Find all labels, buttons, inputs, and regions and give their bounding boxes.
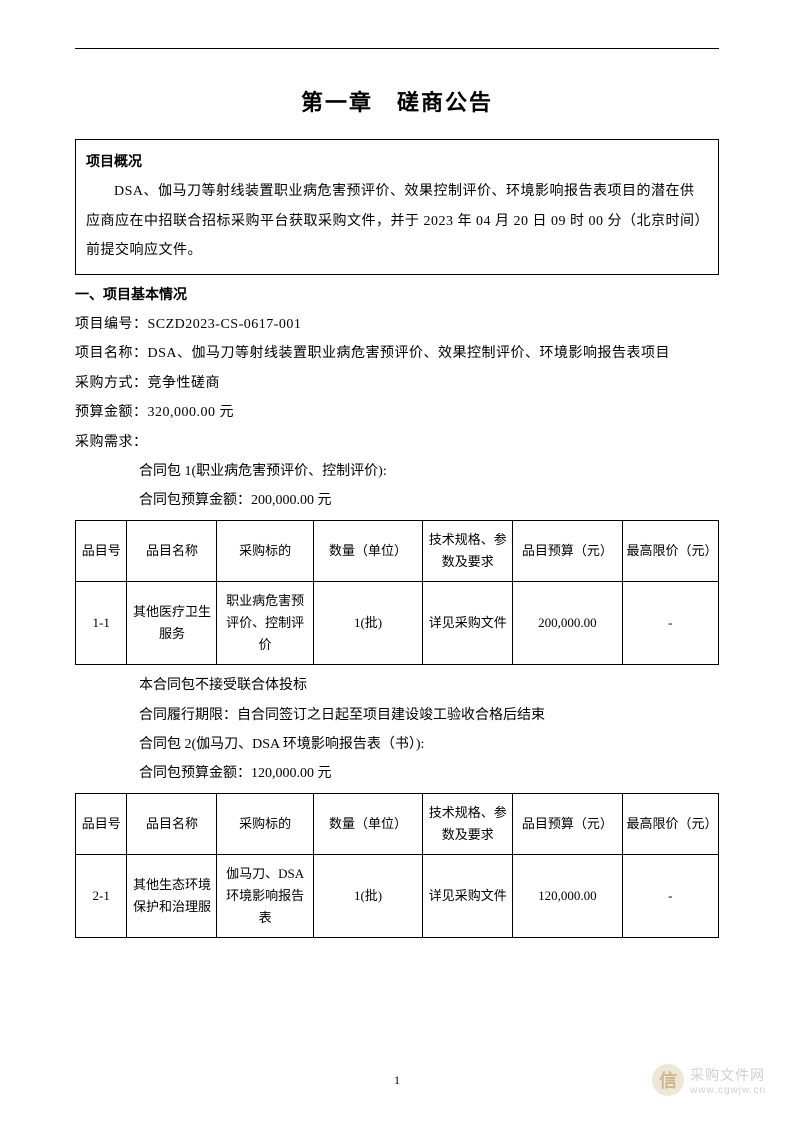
th-item-name: 品目名称 [127, 520, 217, 581]
method-label: 采购方式： [75, 376, 148, 391]
th-item-no: 品目号 [76, 520, 127, 581]
th-subject: 采购标的 [217, 520, 313, 581]
cell-spec: 详见采购文件 [423, 854, 513, 937]
th-limit: 最高限价（元） [622, 520, 719, 581]
demand-label: 采购需求： [75, 428, 719, 457]
project-name-value: DSA、伽马刀等射线装置职业病危害预评价、效果控制评价、环境影响报告表项目 [148, 346, 671, 361]
cell-limit: - [622, 854, 719, 937]
cell-item-name: 其他生态环境保护和治理服 [127, 854, 217, 937]
cell-subject: 职业病危害预评价、控制评价 [217, 581, 313, 664]
th-budget: 品目预算（元） [513, 520, 622, 581]
th-spec: 技术规格、参数及要求 [423, 793, 513, 854]
watermark-text-block: 采购文件网 www.cgwjw.cn [690, 1065, 766, 1096]
th-spec: 技术规格、参数及要求 [423, 520, 513, 581]
watermark-sub: www.cgwjw.cn [690, 1085, 766, 1096]
package2-budget: 合同包预算金额：120,000.00 元 [75, 759, 719, 788]
table-header-row: 品目号 品目名称 采购标的 数量（单位） 技术规格、参数及要求 品目预算（元） … [76, 793, 719, 854]
method-line: 采购方式：竞争性磋商 [75, 369, 719, 398]
cell-item-name: 其他医疗卫生服务 [127, 581, 217, 664]
project-name-label: 项目名称： [75, 346, 148, 361]
th-item-no: 品目号 [76, 793, 127, 854]
th-limit: 最高限价（元） [622, 793, 719, 854]
budget-label: 预算金额： [75, 405, 148, 420]
cell-limit: - [622, 581, 719, 664]
top-rule [75, 48, 719, 49]
project-number-line: 项目编号：SCZD2023-CS-0617-001 [75, 310, 719, 339]
table-row: 1-1 其他医疗卫生服务 职业病危害预评价、控制评价 1(批) 详见采购文件 2… [76, 581, 719, 664]
package1-note2: 合同履行期限：自合同签订之日起至项目建设竣工验收合格后结束 [75, 701, 719, 730]
project-overview-box: 项目概况 DSA、伽马刀等射线装置职业病危害预评价、效果控制评价、环境影响报告表… [75, 139, 719, 275]
table-header-row: 品目号 品目名称 采购标的 数量（单位） 技术规格、参数及要求 品目预算（元） … [76, 520, 719, 581]
watermark: 信 采购文件网 www.cgwjw.cn [652, 1064, 766, 1096]
cell-quantity: 1(批) [313, 581, 422, 664]
cell-item-no: 2-1 [76, 854, 127, 937]
package1-title: 合同包 1(职业病危害预评价、控制评价): [75, 457, 719, 486]
cell-budget: 200,000.00 [513, 581, 622, 664]
th-quantity: 数量（单位） [313, 793, 422, 854]
cell-item-no: 1-1 [76, 581, 127, 664]
table-row: 2-1 其他生态环境保护和治理服 伽马刀、DSA 环境影响报告表 1(批) 详见… [76, 854, 719, 937]
th-subject: 采购标的 [217, 793, 313, 854]
budget-value: 320,000.00 元 [148, 405, 235, 420]
package2-title: 合同包 2(伽马刀、DSA 环境影响报告表（书）): [75, 730, 719, 759]
project-number-label: 项目编号： [75, 317, 148, 332]
overview-text: DSA、伽马刀等射线装置职业病危害预评价、效果控制评价、环境影响报告表项目的潜在… [86, 177, 708, 265]
section1-header: 一、项目基本情况 [75, 281, 719, 310]
th-item-name: 品目名称 [127, 793, 217, 854]
budget-line: 预算金额：320,000.00 元 [75, 398, 719, 427]
cell-spec: 详见采购文件 [423, 581, 513, 664]
cell-quantity: 1(批) [313, 854, 422, 937]
package1-table: 品目号 品目名称 采购标的 数量（单位） 技术规格、参数及要求 品目预算（元） … [75, 520, 719, 665]
th-budget: 品目预算（元） [513, 793, 622, 854]
project-name-line: 项目名称：DSA、伽马刀等射线装置职业病危害预评价、效果控制评价、环境影响报告表… [75, 339, 719, 368]
package2-table: 品目号 品目名称 采购标的 数量（单位） 技术规格、参数及要求 品目预算（元） … [75, 793, 719, 938]
overview-header: 项目概况 [86, 148, 708, 177]
chapter-title: 第一章 磋商公告 [75, 85, 719, 117]
method-value: 竞争性磋商 [148, 376, 221, 391]
project-number-value: SCZD2023-CS-0617-001 [148, 317, 302, 332]
watermark-icon: 信 [652, 1064, 684, 1096]
cell-budget: 120,000.00 [513, 854, 622, 937]
package1-budget: 合同包预算金额：200,000.00 元 [75, 486, 719, 515]
package1-note1: 本合同包不接受联合体投标 [75, 671, 719, 700]
th-quantity: 数量（单位） [313, 520, 422, 581]
watermark-text: 采购文件网 [690, 1065, 766, 1085]
cell-subject: 伽马刀、DSA 环境影响报告表 [217, 854, 313, 937]
